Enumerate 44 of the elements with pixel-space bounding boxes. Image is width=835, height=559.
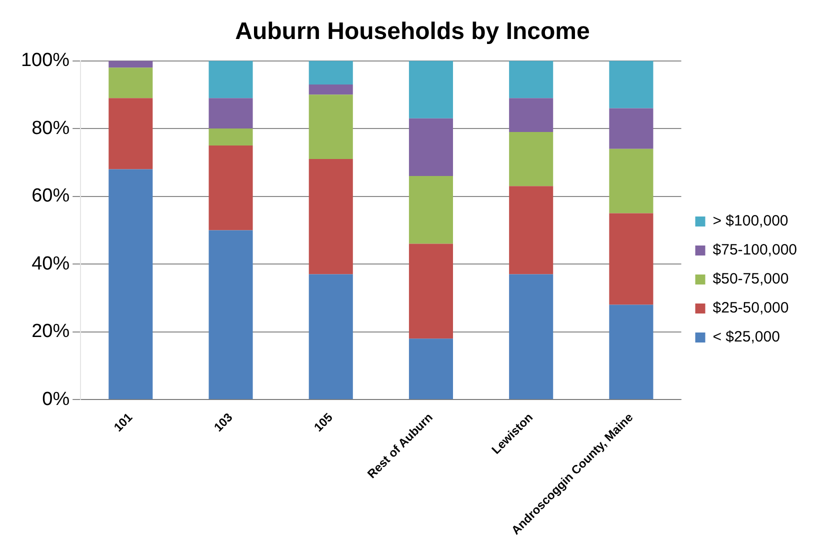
legend-label: > $100,000 <box>712 212 788 230</box>
bar <box>509 132 554 186</box>
bar <box>308 84 353 95</box>
y-tick-label: 100% <box>20 50 70 72</box>
bar <box>509 60 554 98</box>
bar <box>408 176 454 244</box>
bar <box>408 60 454 118</box>
legend-label: $75-100,000 <box>712 242 798 259</box>
y-tick-label: 20% <box>32 321 70 342</box>
bar <box>509 186 554 274</box>
bar <box>208 98 253 129</box>
bar <box>308 94 353 160</box>
legend-label: < $25,000 <box>712 328 780 346</box>
bar <box>509 274 554 400</box>
legend-label: $50-75,000 <box>712 270 789 288</box>
bar <box>208 230 253 400</box>
bar <box>609 304 654 400</box>
bar <box>208 146 253 230</box>
legend-label: $25-50,000 <box>712 300 789 317</box>
bar <box>208 128 253 146</box>
y-tick-label: 40% <box>32 253 70 274</box>
bar <box>308 159 353 274</box>
bar <box>408 338 454 400</box>
y-tick-label: 0% <box>42 388 70 410</box>
bar <box>108 68 153 98</box>
bar <box>408 244 454 339</box>
bar <box>408 118 454 176</box>
bar <box>509 98 554 132</box>
bar <box>609 213 654 305</box>
bar <box>609 60 654 108</box>
bar <box>609 108 654 149</box>
chart-title: Auburn Households by Income <box>235 18 590 46</box>
bar <box>108 169 153 400</box>
x-tick-label: 103 <box>211 410 236 434</box>
y-tick-label: 80% <box>32 118 70 139</box>
bar <box>308 274 353 400</box>
bar <box>108 98 153 170</box>
bar <box>108 60 153 68</box>
x-tick-label: 105 <box>311 410 336 434</box>
x-tick-label: 101 <box>111 410 136 434</box>
bar <box>308 60 353 85</box>
y-tick-label: 60% <box>32 186 70 207</box>
bar <box>609 148 654 214</box>
bar <box>208 60 253 98</box>
